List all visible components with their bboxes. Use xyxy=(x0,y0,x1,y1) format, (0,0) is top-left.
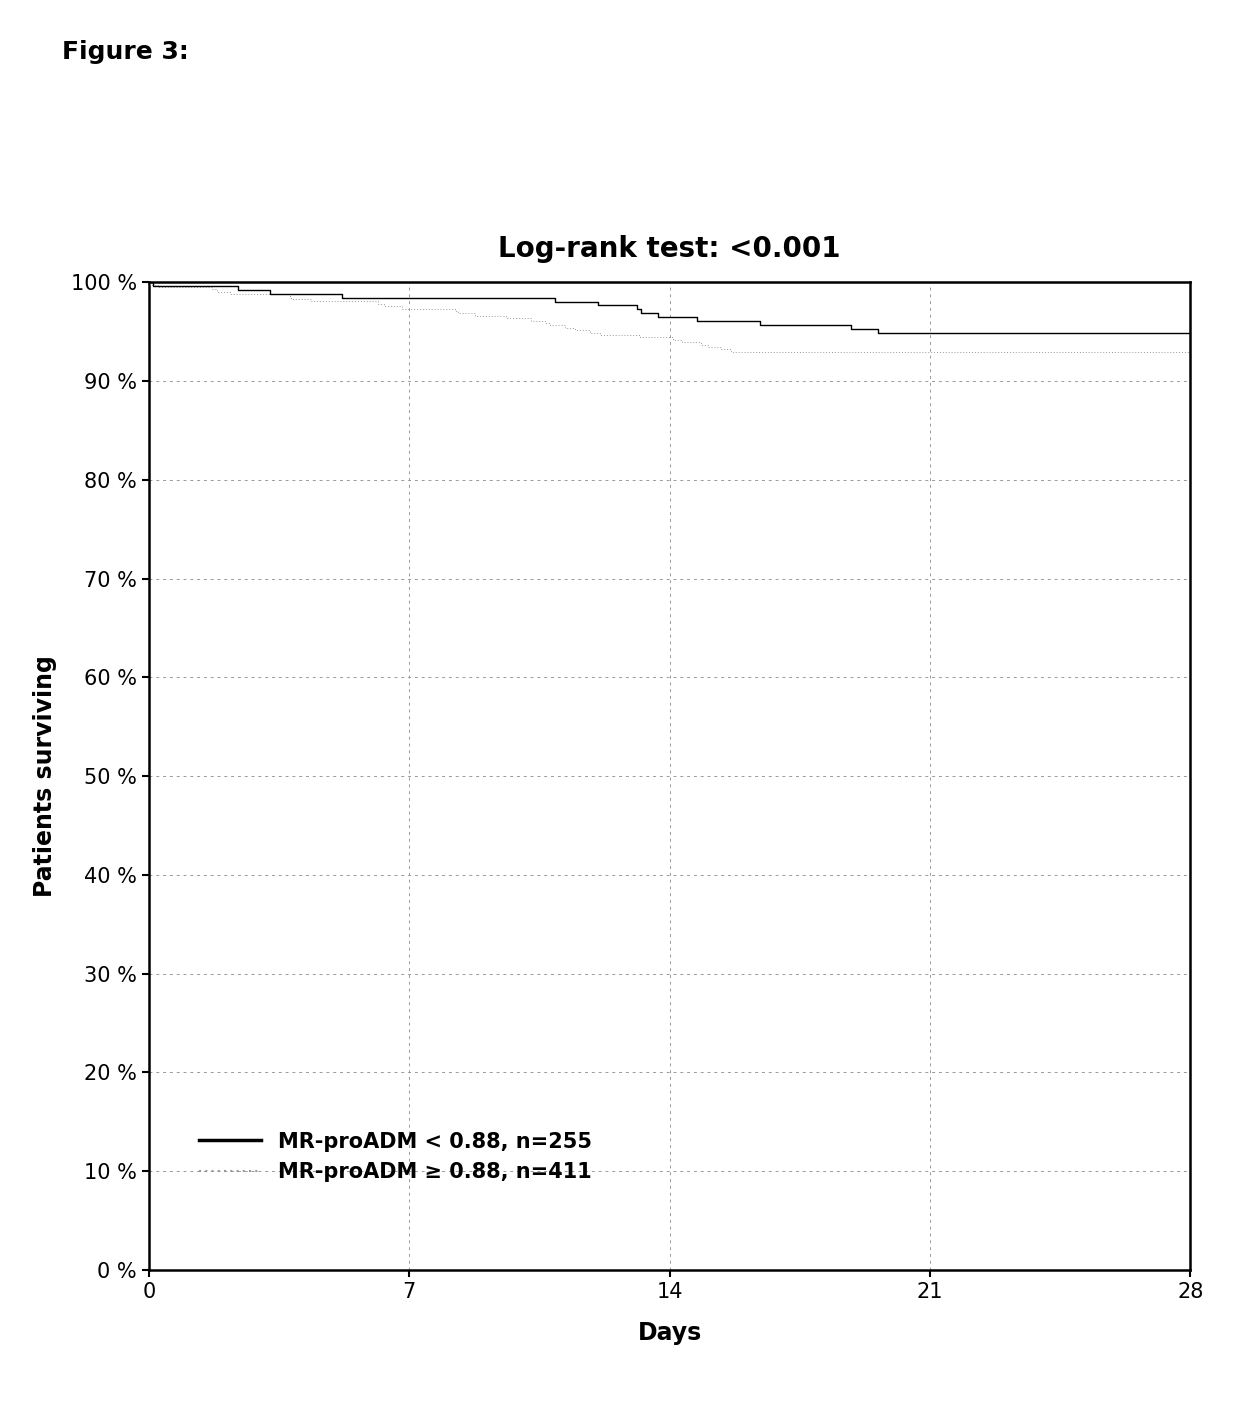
Title: Log-rank test: <0.001: Log-rank test: <0.001 xyxy=(498,236,841,264)
X-axis label: Days: Days xyxy=(637,1321,702,1345)
Text: Figure 3:: Figure 3: xyxy=(62,40,188,63)
Y-axis label: Patients surviving: Patients surviving xyxy=(33,655,57,897)
Legend: MR-proADM < 0.88, n=255, MR-proADM ≥ 0.88, n=411: MR-proADM < 0.88, n=255, MR-proADM ≥ 0.8… xyxy=(191,1123,600,1191)
